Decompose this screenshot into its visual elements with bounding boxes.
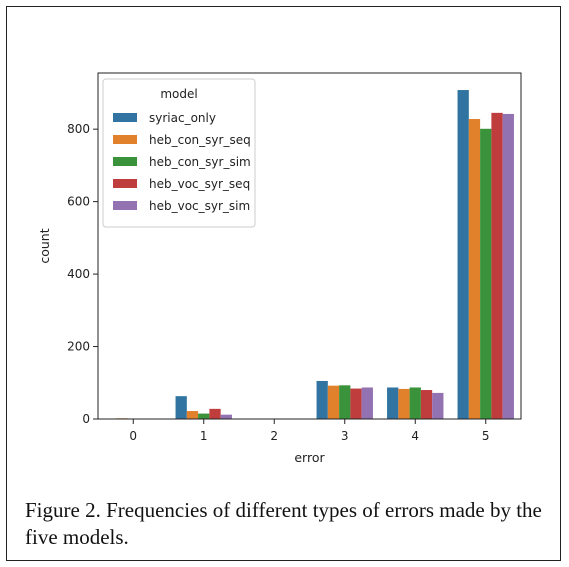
bars-layer <box>116 90 514 419</box>
y-tick-label: 0 <box>82 412 90 426</box>
figure-caption: Figure 2. Frequencies of different types… <box>25 498 542 549</box>
legend-label-syriac_only: syriac_only <box>149 111 216 125</box>
x-tick-label: 1 <box>200 429 208 443</box>
legend: model syriac_only heb_con_syr_seq heb_con_s… <box>102 78 256 228</box>
bar-heb_voc_syr_sim-1 <box>220 414 232 419</box>
bar-syriac_only-1 <box>175 396 187 419</box>
bar-heb_voc_syr_sim-3 <box>361 387 373 419</box>
axes-layer: 0 200 400 600 800 0 1 2 3 4 5 error count <box>37 72 522 465</box>
bar-heb_con_syr_seq-4 <box>398 388 410 419</box>
bar-heb_voc_syr_seq-5 <box>491 112 503 419</box>
bar-heb_voc_syr_seq-1 <box>209 408 221 419</box>
x-tick-label: 3 <box>341 429 349 443</box>
figure-frame: 0 200 400 600 800 0 1 2 3 4 5 error count model syria… <box>6 6 561 561</box>
legend-swatch-syriac_only <box>113 113 137 122</box>
y-tick-label: 600 <box>67 195 90 209</box>
bar-syriac_only-4 <box>387 387 399 419</box>
bar-heb_con_syr_seq-3 <box>327 385 340 419</box>
y-tick-label: 200 <box>67 340 90 354</box>
bar-syriac_only-3 <box>316 380 328 419</box>
legend-swatch-heb_voc_syr_seq <box>113 179 137 188</box>
x-tick-label: 5 <box>482 429 490 443</box>
plot-frame <box>97 72 522 420</box>
bar-heb_voc_syr_sim-5 <box>502 113 514 419</box>
bar-heb_con_syr_seq-5 <box>468 119 481 419</box>
bar-heb_con_syr_sim-5 <box>480 128 492 419</box>
bar-heb_voc_syr_seq-4 <box>420 390 433 419</box>
legend-label-heb_con_syr_seq: heb_con_syr_seq <box>149 133 251 147</box>
bar-heb_voc_syr_seq-3 <box>350 388 362 419</box>
x-axis-label: error <box>294 450 325 465</box>
legend-label-heb_voc_syr_sim: heb_voc_syr_sim <box>149 199 250 213</box>
legend-label-heb_con_syr_sim: heb_con_syr_sim <box>149 155 251 169</box>
y-tick-label: 800 <box>67 122 90 136</box>
x-tick-label: 4 <box>411 429 419 443</box>
legend-label-heb_voc_syr_seq: heb_voc_syr_seq <box>149 177 250 191</box>
legend-swatch-heb_con_syr_sim <box>113 157 137 166</box>
y-axis-label: count <box>37 228 52 263</box>
bar-syriac_only-5 <box>457 90 469 419</box>
bar-heb_con_syr_sim-4 <box>409 387 421 419</box>
bar-heb_voc_syr_sim-4 <box>432 392 444 419</box>
legend-swatch-heb_voc_syr_sim <box>113 201 137 210</box>
bar-heb_con_syr_sim-1 <box>198 413 210 419</box>
legend-box <box>102 78 256 228</box>
x-tick-label: 0 <box>129 429 137 443</box>
x-tick-label: 2 <box>270 429 278 443</box>
legend-title: model <box>160 87 197 101</box>
bar-heb_con_syr_seq-1 <box>186 411 199 419</box>
y-tick-label: 400 <box>67 267 90 281</box>
legend-swatch-heb_con_syr_seq <box>113 135 137 144</box>
bar-heb_con_syr_sim-3 <box>339 385 351 419</box>
bar-chart: 0 200 400 600 800 0 1 2 3 4 5 error count model syria… <box>37 72 522 465</box>
